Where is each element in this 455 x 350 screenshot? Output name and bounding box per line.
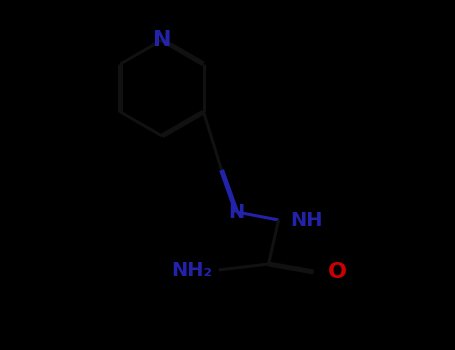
Text: N: N (153, 30, 171, 50)
Text: O: O (328, 262, 347, 282)
Text: NH₂: NH₂ (172, 260, 212, 280)
Text: N: N (228, 203, 245, 222)
Text: NH: NH (291, 210, 323, 230)
